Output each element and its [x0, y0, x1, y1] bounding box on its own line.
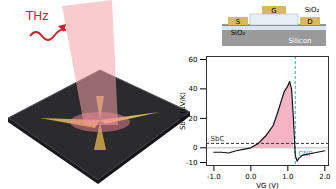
svg-text:0.0: 0.0	[245, 173, 256, 181]
svg-text:0: 0	[193, 144, 197, 152]
svg-text:1.0: 1.0	[282, 173, 293, 181]
svg-text:VG (V): VG (V)	[256, 182, 279, 189]
svg-text:SiO₂: SiO₂	[305, 6, 320, 14]
svg-text:60: 60	[189, 56, 198, 64]
svg-text:Silicon: Silicon	[289, 37, 312, 45]
svg-text:-1.0: -1.0	[207, 173, 221, 181]
svg-text:20: 20	[189, 115, 198, 123]
svg-text:40: 40	[189, 85, 198, 93]
svg-text:2.0: 2.0	[319, 173, 330, 181]
svg-text:-10: -10	[186, 159, 197, 167]
svg-text:SbC: SbC	[211, 135, 225, 143]
svg-text:CNP: CNP	[298, 149, 313, 158]
svg-text:SiO₂: SiO₂	[231, 29, 246, 37]
svg-text:THz: THz	[25, 9, 49, 23]
svg-text:S: S	[236, 18, 241, 26]
svg-text:SbG (μV/K): SbG (μV/K)	[179, 92, 187, 130]
svg-text:D: D	[307, 18, 312, 26]
svg-text:G: G	[271, 7, 276, 15]
